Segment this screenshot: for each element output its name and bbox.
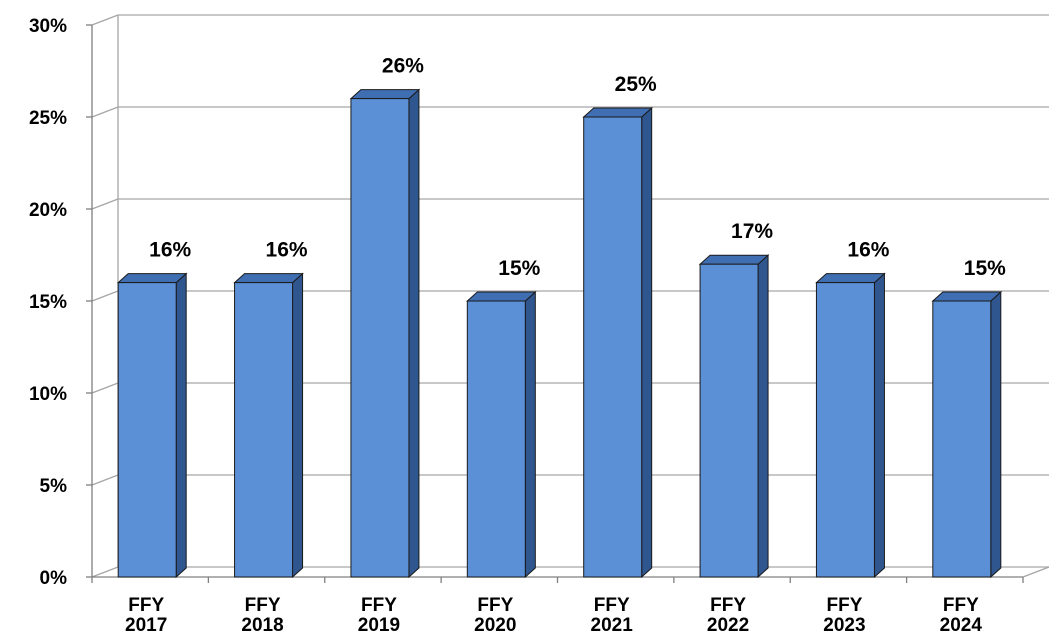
bar-side [292,272,304,579]
bar-top [116,273,188,284]
labels: 16%FFY201716%FFY201826%FFY201915%FFY2020… [125,55,1006,634]
bar-top [349,89,421,100]
y-tick-label: 5% [40,476,68,497]
x-tick-label: 2021 [591,615,634,634]
bar [116,272,188,579]
bar-top [233,273,304,284]
x-tick-label: FFY [943,595,979,616]
data-label: 16% [266,239,308,262]
y-tick-label: 10% [29,384,67,405]
x-tick-label: FFY [245,595,281,616]
gridline-connector [91,290,119,302]
data-label: 16% [847,239,889,262]
x-tick-label: 2019 [358,615,400,634]
bar-front [466,300,526,578]
bar-top [698,254,770,265]
bar-side [175,272,187,579]
x-tick-label: 2018 [241,615,283,634]
x-tick-label: FFY [710,595,746,616]
bar-side [757,254,769,579]
bar-top [582,107,653,118]
x-tick-label: FFY [477,595,513,616]
x-tick-label: FFY [128,595,164,616]
data-label: 15% [964,257,1006,280]
bar-front [932,300,992,578]
y-tick-label: 20% [29,200,67,221]
bar-side [408,88,420,579]
bar-side [873,272,885,579]
x-tick-label: 2022 [707,615,749,634]
y-tick-label: 30% [29,16,67,37]
x-tick-label: FFY [594,595,630,616]
x-tick-label: 2017 [125,615,167,634]
x-tick-label: 2024 [940,615,983,634]
x-tick-label: 2020 [474,615,516,634]
gridline-connector [91,106,119,118]
data-label: 17% [731,220,773,243]
bar-front [117,282,177,578]
x-tick-label: FFY [361,595,397,616]
bar-top [466,291,537,302]
gridline-connector [91,198,119,210]
bar [815,272,886,579]
data-label: 16% [149,239,191,262]
x-tick-label: FFY [826,595,862,616]
bar [349,88,421,579]
data-label: 25% [615,73,657,96]
bar-front [699,263,759,578]
bar [698,254,770,579]
bar-front [350,98,410,578]
bar [931,290,1003,579]
data-label: 15% [498,257,540,280]
bar-side [641,106,653,579]
bar [233,272,304,579]
floor-right-edge [1022,566,1049,578]
x-tick-label: 2023 [823,615,865,634]
bars [116,88,1003,579]
bar-side [524,290,536,579]
bar-top [815,273,886,284]
gridline-connector [91,566,119,578]
bar-side [990,290,1002,579]
y-tick-label: 15% [29,292,67,313]
bar-top [931,291,1003,302]
data-label: 26% [382,55,424,78]
y-tick-label: 25% [29,108,67,129]
bar-front [234,282,294,578]
y-tick-label: 0% [40,568,68,589]
bar [582,106,653,579]
bar [466,290,537,579]
gridline-connector [91,14,119,26]
bar-front [815,282,875,578]
bar-front [583,116,643,578]
gridline-connector [91,474,119,486]
gridline-connector [91,382,119,394]
